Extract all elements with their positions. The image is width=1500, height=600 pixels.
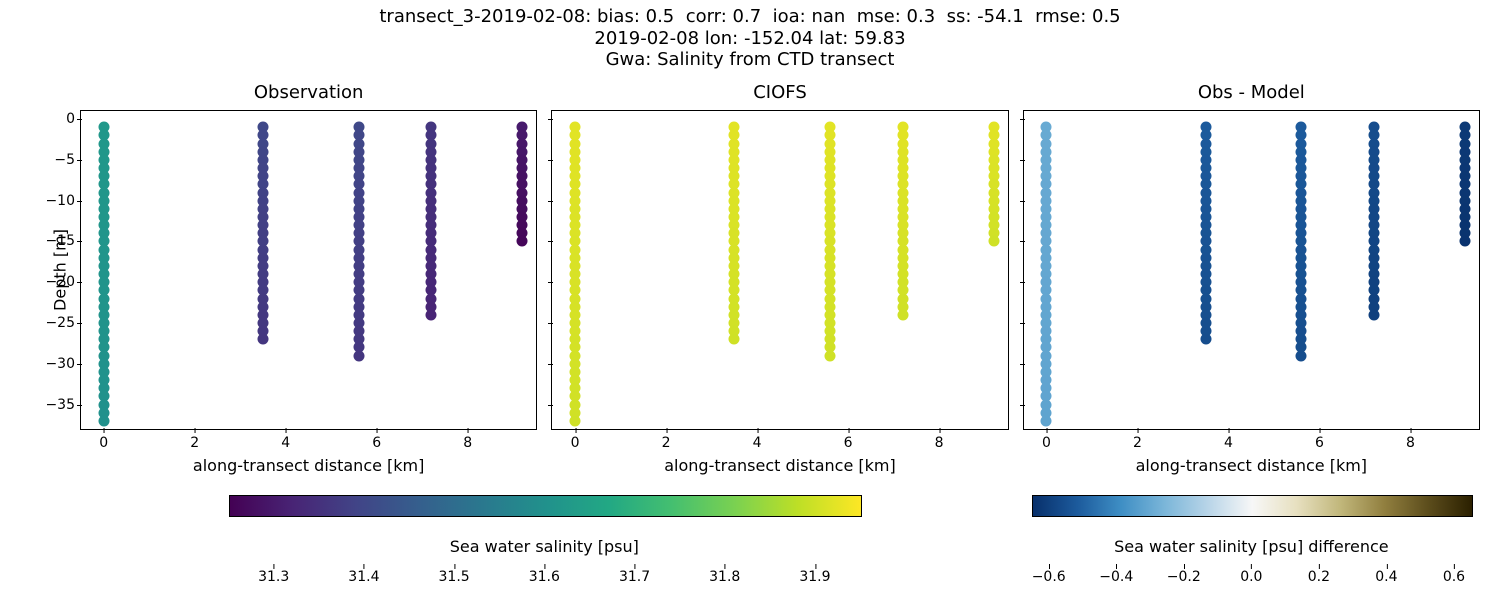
colorbar-label: Sea water salinity [psu] [229, 537, 860, 556]
x-axis-label: along-transect distance [km] [1024, 456, 1479, 475]
colorbar-tick: 31.3 [258, 569, 289, 585]
panel: Obs - Modelalong-transect distance [km]0… [1023, 110, 1480, 430]
panel-title: Observation [80, 82, 537, 103]
colorbar-tick: −0.6 [1032, 569, 1066, 585]
panel: CIOFSalong-transect distance [km]02468 [551, 110, 1008, 430]
colorbar-tick: 0.2 [1308, 569, 1330, 585]
data-marker [729, 334, 740, 345]
colorbar-label: Sea water salinity [psu] difference [1032, 537, 1471, 556]
title-line-1: transect_3-2019-02-08: bias: 0.5 corr: 0… [0, 6, 1500, 28]
colorbar-tick: 31.9 [799, 569, 830, 585]
y-tick: −5 [54, 152, 81, 168]
x-tick: 0 [571, 429, 580, 451]
data-marker [1460, 236, 1471, 247]
colorbar-tick: 31.4 [348, 569, 379, 585]
plot-area [1024, 111, 1479, 429]
figure: transect_3-2019-02-08: bias: 0.5 corr: 0… [0, 0, 1500, 600]
data-marker [353, 350, 364, 361]
x-axis-label: along-transect distance [km] [81, 456, 536, 475]
data-marker [897, 309, 908, 320]
data-marker [1041, 415, 1052, 426]
colorbar: −0.6−0.4−0.20.00.20.40.6Sea water salini… [1032, 495, 1471, 565]
data-marker [1369, 309, 1380, 320]
y-tick: −15 [45, 233, 81, 249]
colorbar-tick: 31.7 [619, 569, 650, 585]
axes: Depth [m]along-transect distance [km]0−5… [80, 110, 537, 430]
colorbar-tick: 31.8 [709, 569, 740, 585]
x-tick: 2 [662, 429, 671, 451]
colorbar-tick: 31.6 [529, 569, 560, 585]
data-marker [570, 415, 581, 426]
data-marker [426, 309, 437, 320]
data-marker [1296, 350, 1307, 361]
colorbar-tick: 0.4 [1375, 569, 1397, 585]
x-tick: 8 [1406, 429, 1415, 451]
x-tick: 6 [372, 429, 381, 451]
y-tick: −20 [45, 274, 81, 290]
x-tick: 4 [1224, 429, 1233, 451]
colorbar-tick: 0.6 [1443, 569, 1465, 585]
panel-title: Obs - Model [1023, 82, 1480, 103]
panel-title: CIOFS [551, 82, 1008, 103]
x-axis-label: along-transect distance [km] [552, 456, 1007, 475]
figure-titles: transect_3-2019-02-08: bias: 0.5 corr: 0… [0, 6, 1500, 71]
colorbar-bar [229, 495, 862, 517]
plot-area [552, 111, 1007, 429]
x-tick: 0 [1042, 429, 1051, 451]
x-tick: 2 [190, 429, 199, 451]
axes: along-transect distance [km]02468 [551, 110, 1008, 430]
data-marker [1200, 334, 1211, 345]
data-marker [98, 415, 109, 426]
x-tick: 2 [1133, 429, 1142, 451]
x-tick: 8 [935, 429, 944, 451]
x-tick: 4 [281, 429, 290, 451]
x-tick: 6 [1315, 429, 1324, 451]
x-tick: 8 [463, 429, 472, 451]
colorbar-tick: −0.2 [1167, 569, 1201, 585]
colorbar-tick: −0.4 [1099, 569, 1133, 585]
data-marker [988, 236, 999, 247]
title-line-3: Gwa: Salinity from CTD transect [0, 49, 1500, 71]
y-tick: 0 [66, 111, 81, 127]
colorbar: 31.331.431.531.631.731.831.9Sea water sa… [229, 495, 860, 565]
x-tick: 4 [753, 429, 762, 451]
colorbar-tick: 31.5 [439, 569, 470, 585]
y-tick: −10 [45, 193, 81, 209]
colorbar-bar [1032, 495, 1473, 517]
axes: along-transect distance [km]02468 [1023, 110, 1480, 430]
y-tick: −35 [45, 397, 81, 413]
panels-row: ObservationDepth [m]along-transect dista… [80, 110, 1480, 430]
colorbars-area: 31.3 31.4 31.5 31.6 31.7 31.8 31.9 Sea water sa… [80, 495, 1480, 585]
y-tick: −30 [45, 356, 81, 372]
x-tick: 0 [99, 429, 108, 451]
data-marker [517, 236, 528, 247]
data-marker [258, 334, 269, 345]
x-tick: 6 [844, 429, 853, 451]
title-line-2: 2019-02-08 lon: -152.04 lat: 59.83 [0, 28, 1500, 50]
y-tick: −25 [45, 315, 81, 331]
colorbar-tick: 0.0 [1240, 569, 1262, 585]
data-marker [824, 350, 835, 361]
panel: ObservationDepth [m]along-transect dista… [80, 110, 537, 430]
plot-area [81, 111, 536, 429]
